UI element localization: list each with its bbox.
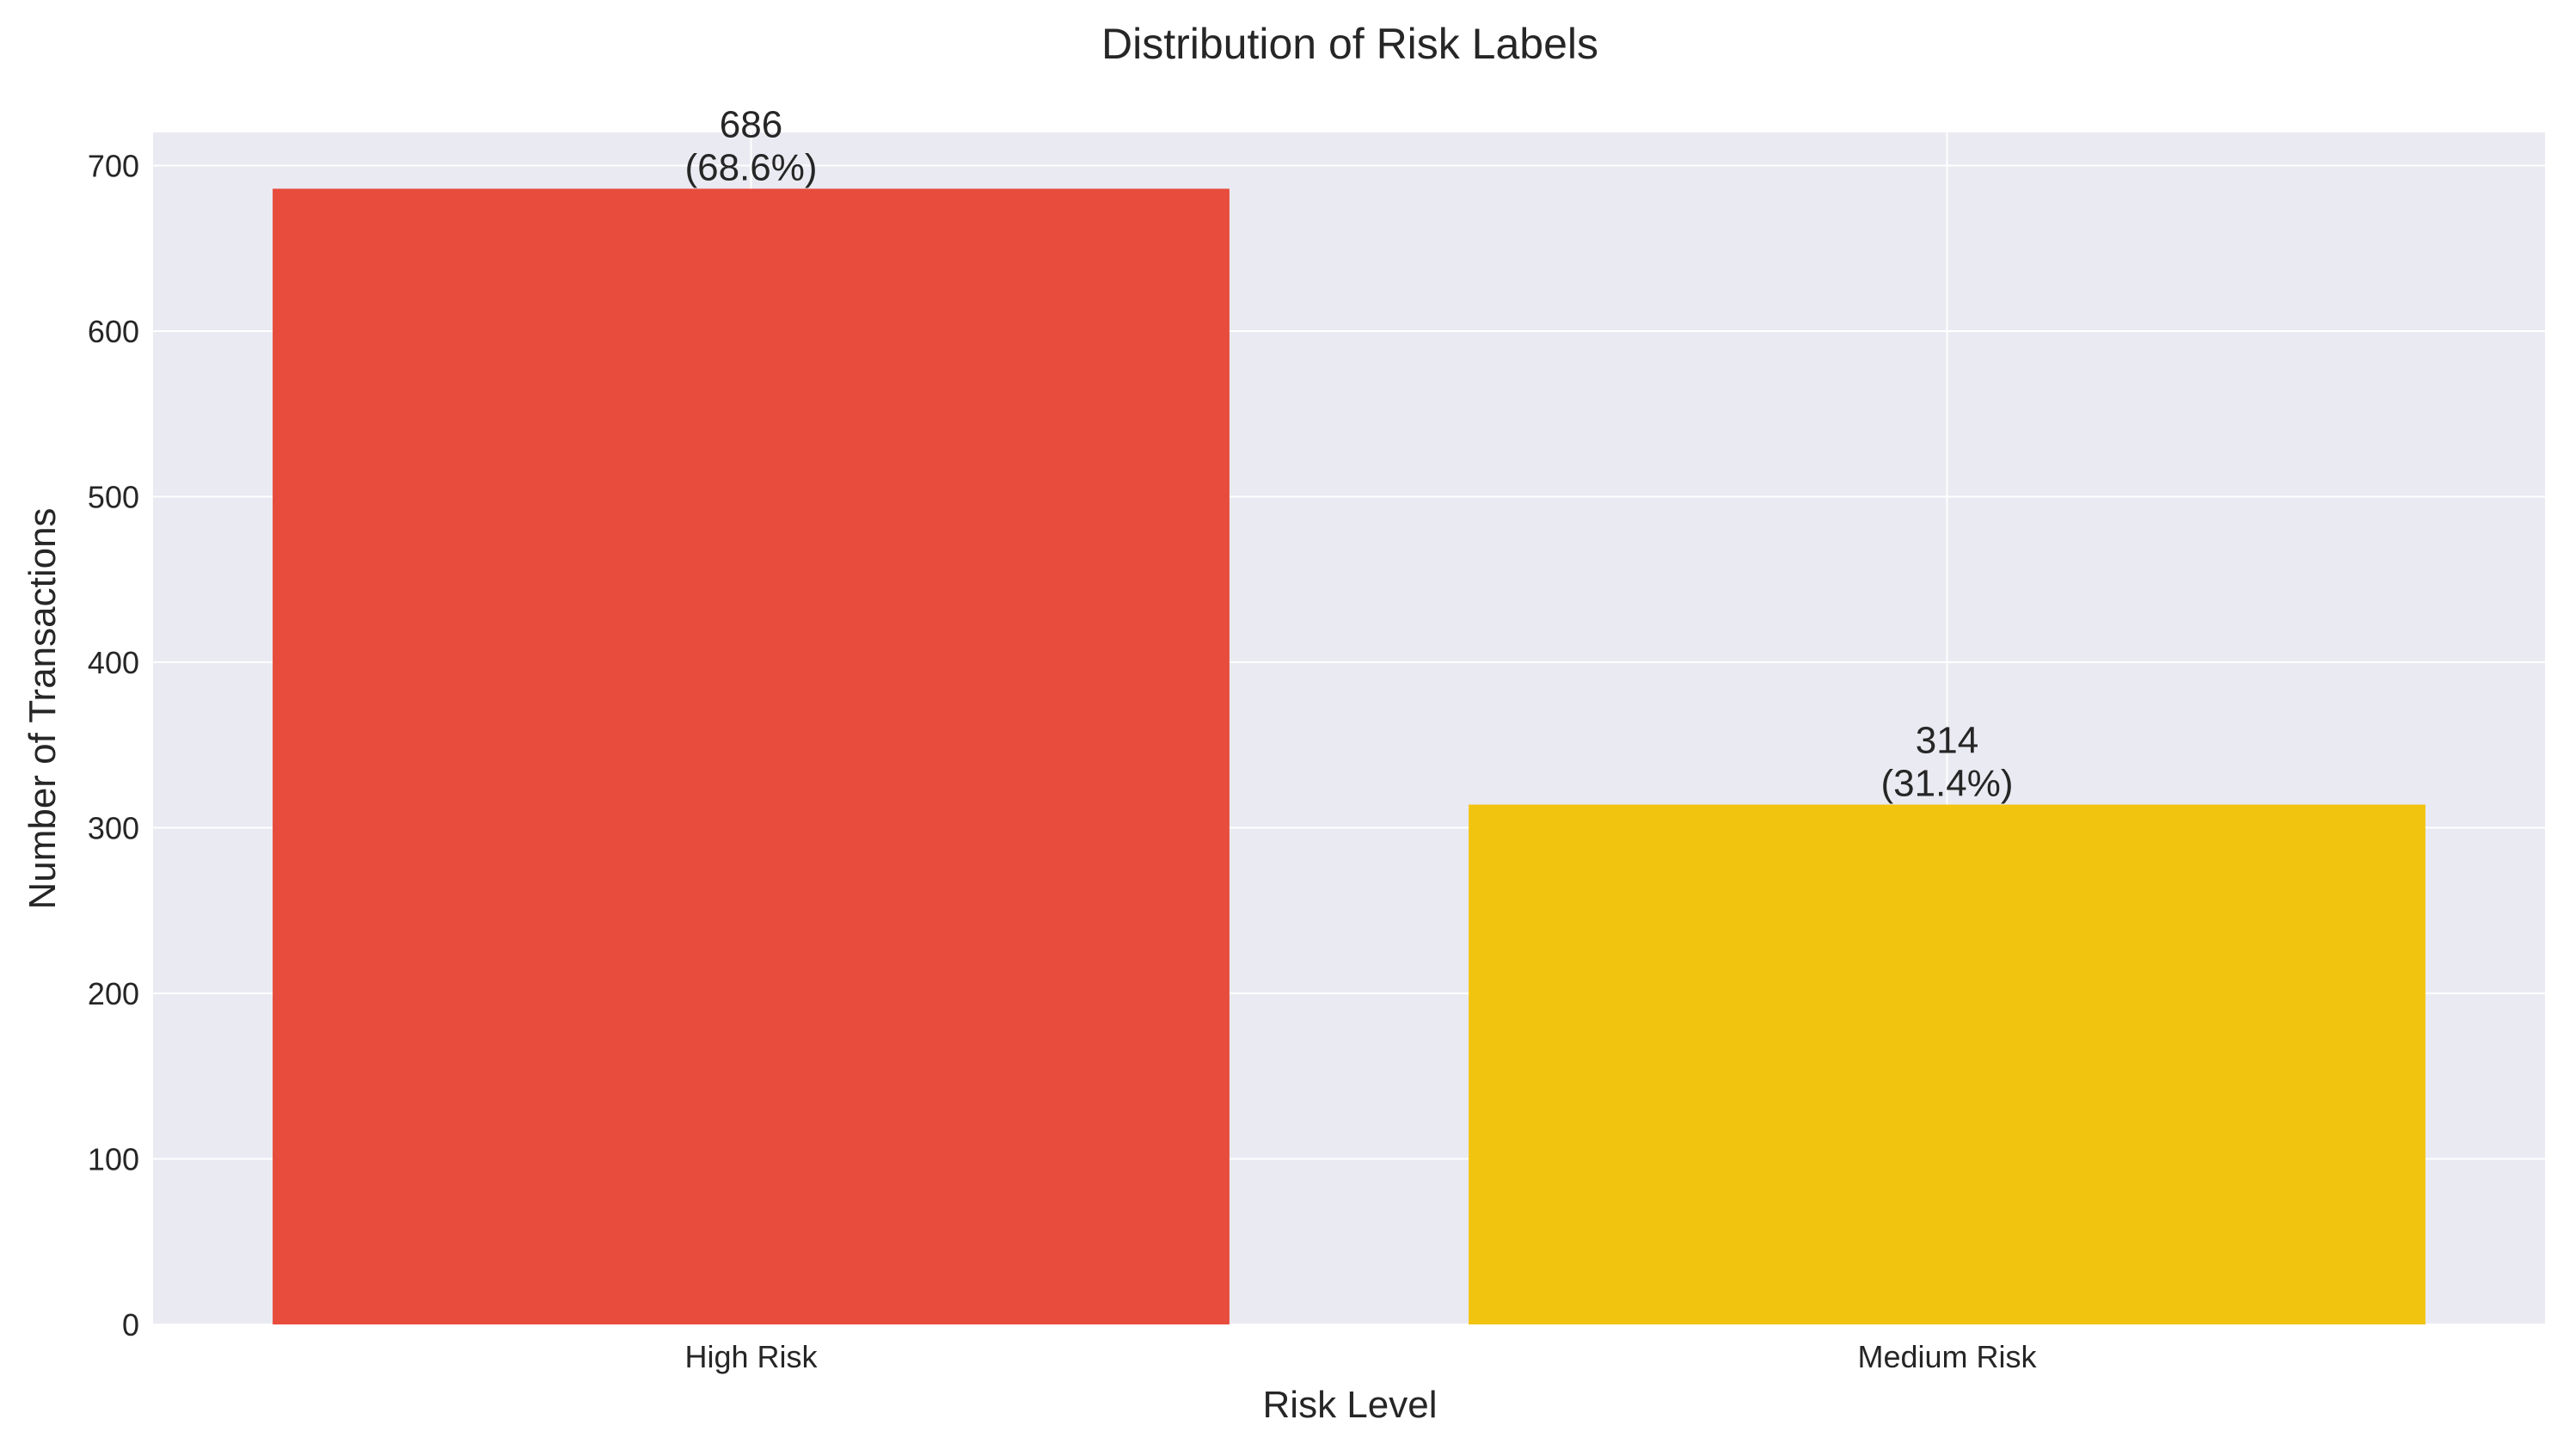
chart-title: Distribution of Risk Labels: [1101, 20, 1598, 68]
y-tick-label: 400: [88, 645, 139, 680]
x-axis-label: Risk Level: [1263, 1384, 1438, 1426]
y-tick-label: 0: [122, 1307, 139, 1342]
y-axis-label: Number of Transactions: [21, 507, 64, 909]
x-tick-label: Medium Risk: [1857, 1339, 2037, 1374]
y-tick-label: 200: [88, 976, 139, 1011]
bar-value-labels: 686(68.6%) 314(31.4%): [684, 103, 2013, 804]
y-axis-ticks: 0 100 200 300 400 500 600 700: [88, 149, 139, 1343]
bar-percent-label: (68.6%): [684, 146, 817, 188]
y-tick-label: 700: [88, 149, 139, 184]
x-axis-ticks: High Risk Medium Risk: [684, 1339, 2037, 1374]
y-tick-label: 100: [88, 1142, 139, 1177]
bar-percent-label: (31.4%): [1880, 763, 2013, 805]
bars: [273, 188, 2426, 1325]
bar-count-label: 314: [1916, 720, 1978, 762]
x-tick-label: High Risk: [684, 1339, 818, 1374]
bar-count-label: 686: [720, 103, 782, 145]
bar-high-risk: [273, 188, 1230, 1325]
y-tick-label: 600: [88, 314, 139, 349]
y-tick-label: 500: [88, 480, 139, 515]
bar-medium-risk: [1469, 804, 2426, 1324]
y-tick-label: 300: [88, 811, 139, 846]
